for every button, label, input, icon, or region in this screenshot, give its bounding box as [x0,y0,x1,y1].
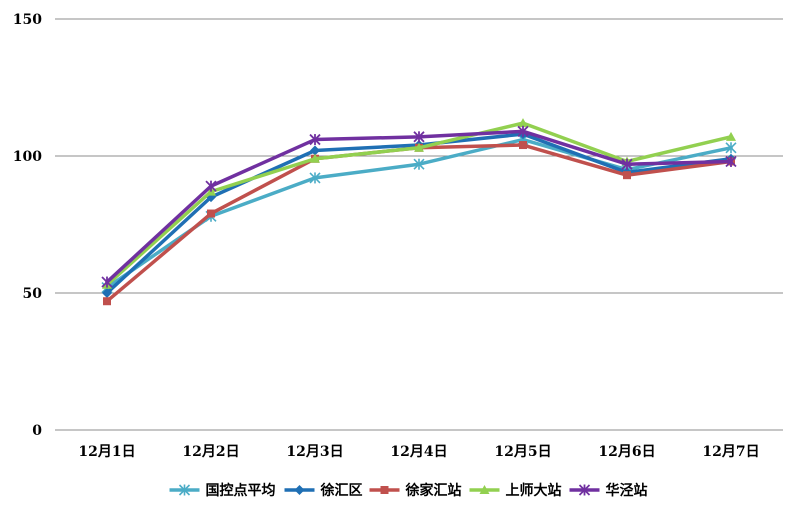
data-point [517,125,529,137]
x-tick-label: 12月3日 [286,444,343,460]
legend-label: 徐汇区 [320,482,363,499]
data-point [578,484,591,496]
triangle-marker [414,142,424,152]
y-tick-label: 100 [13,149,42,165]
x-tick-label: 12月4日 [390,444,447,460]
legend-item: 徐汇区 [284,482,363,499]
legend-item: 华泾站 [569,482,648,499]
square-marker [519,141,527,150]
x-axis-ticks: 12月1日 12月2日 12月3日 12月4日 12月5日 12月6日 12月7日 [78,444,759,460]
data-point [310,153,320,163]
legend-label: 徐家汇站 [405,482,462,499]
diamond-marker [294,485,305,495]
square-marker [623,171,631,180]
legend: 国控点平均 徐汇区 徐家汇站 上师大站 华泾站 [169,482,648,499]
data-point [380,486,389,494]
y-tick-label: 150 [13,12,42,28]
y-axis-ticks: 0 50 100 150 [13,12,42,439]
data-point [623,171,631,180]
legend-item: 徐家汇站 [369,482,462,499]
y-tick-label: 50 [23,286,43,302]
data-point [102,288,112,298]
x-tick-label: 12月6日 [598,444,655,460]
x-tick-label: 12月2日 [182,444,239,460]
square-marker [103,297,111,306]
triangle-marker [479,485,490,494]
data-point [413,158,425,170]
data-point [294,485,305,495]
data-point [207,209,215,218]
grid-lines [55,18,783,431]
data-point [519,141,527,150]
data-point [309,172,321,184]
data-point [309,133,321,146]
legend-item: 上师大站 [469,482,562,499]
diamond-marker [310,145,320,156]
triangle-marker [726,131,736,141]
data-point [103,297,111,306]
series-3 [102,118,736,289]
data-point [726,131,736,141]
legend-label: 上师大站 [506,482,562,499]
data-point [413,131,425,143]
data-point [725,155,737,168]
legend-label: 华泾站 [606,482,648,499]
data-point [205,180,217,192]
series-4 [101,125,737,288]
data-point [101,276,113,288]
data-point [621,158,633,170]
x-tick-label: 12月5日 [494,444,551,460]
legend-item: 国控点平均 [169,482,276,499]
legend-label: 国控点平均 [206,482,276,499]
square-marker [380,486,389,494]
x-tick-label: 12月1日 [78,444,135,460]
triangle-marker [310,153,320,163]
square-marker [207,209,215,218]
data-point [414,142,424,152]
data-point [310,145,320,156]
diamond-marker [102,288,112,298]
triangle-marker [518,118,528,128]
x-tick-label: 12月7日 [702,444,759,460]
series-lines [101,118,737,306]
y-tick-label: 0 [32,423,42,439]
data-point [725,142,737,154]
data-point [178,484,191,496]
data-point [479,485,490,494]
data-point [518,118,528,128]
series-1 [102,129,736,298]
